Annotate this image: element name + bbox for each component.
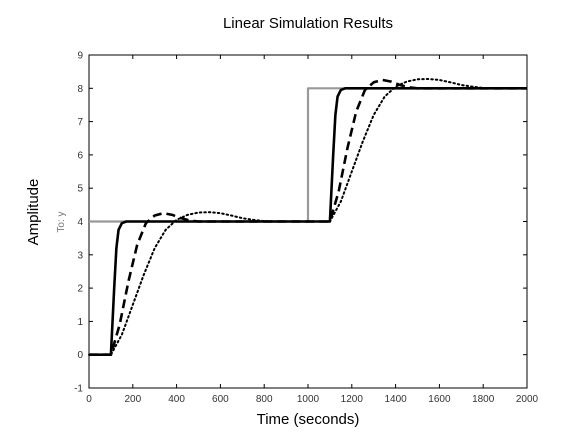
axis-ticks: 0 200 400 600 800 1000 1200 1400 1600 1800 2000-10… bbox=[74, 51, 538, 406]
y-tick-label: -1 bbox=[74, 384, 83, 395]
y-tick-label: 5 bbox=[77, 184, 83, 195]
x-tick-label: 1200 bbox=[341, 394, 364, 405]
x-tick-label: 2000 bbox=[516, 394, 539, 405]
y-tick-label: 4 bbox=[77, 217, 83, 228]
y-axis-label: Amplitude bbox=[25, 179, 42, 246]
y-tick-label: 3 bbox=[77, 250, 83, 261]
x-tick-label: 0 bbox=[86, 394, 92, 405]
x-tick-label: 200 bbox=[124, 394, 141, 405]
x-tick-label: 1600 bbox=[428, 394, 451, 405]
y-tick-label: 6 bbox=[77, 150, 83, 161]
y-tick-label: 1 bbox=[77, 317, 83, 328]
x-tick-label: 1000 bbox=[297, 394, 320, 405]
series-line-3-dotted bbox=[88, 77, 528, 356]
chart-title: Linear Simulation Results bbox=[223, 15, 393, 32]
x-axis-label: Time (seconds) bbox=[257, 411, 360, 428]
x-tick-label: 1400 bbox=[384, 394, 407, 405]
x-tick-label: 800 bbox=[256, 394, 273, 405]
x-tick-label: 400 bbox=[168, 394, 185, 405]
x-tick-label: 1800 bbox=[472, 394, 495, 405]
series-group bbox=[88, 77, 528, 357]
x-tick-label: 600 bbox=[212, 394, 229, 405]
output-channel-label: To: y bbox=[56, 211, 67, 232]
y-tick-label: 7 bbox=[77, 117, 83, 128]
y-tick-label: 0 bbox=[77, 350, 83, 361]
y-tick-label: 8 bbox=[77, 84, 83, 95]
series-line-2-dashed bbox=[89, 78, 527, 357]
y-tick-label: 9 bbox=[77, 51, 83, 62]
y-tick-label: 2 bbox=[77, 284, 83, 295]
